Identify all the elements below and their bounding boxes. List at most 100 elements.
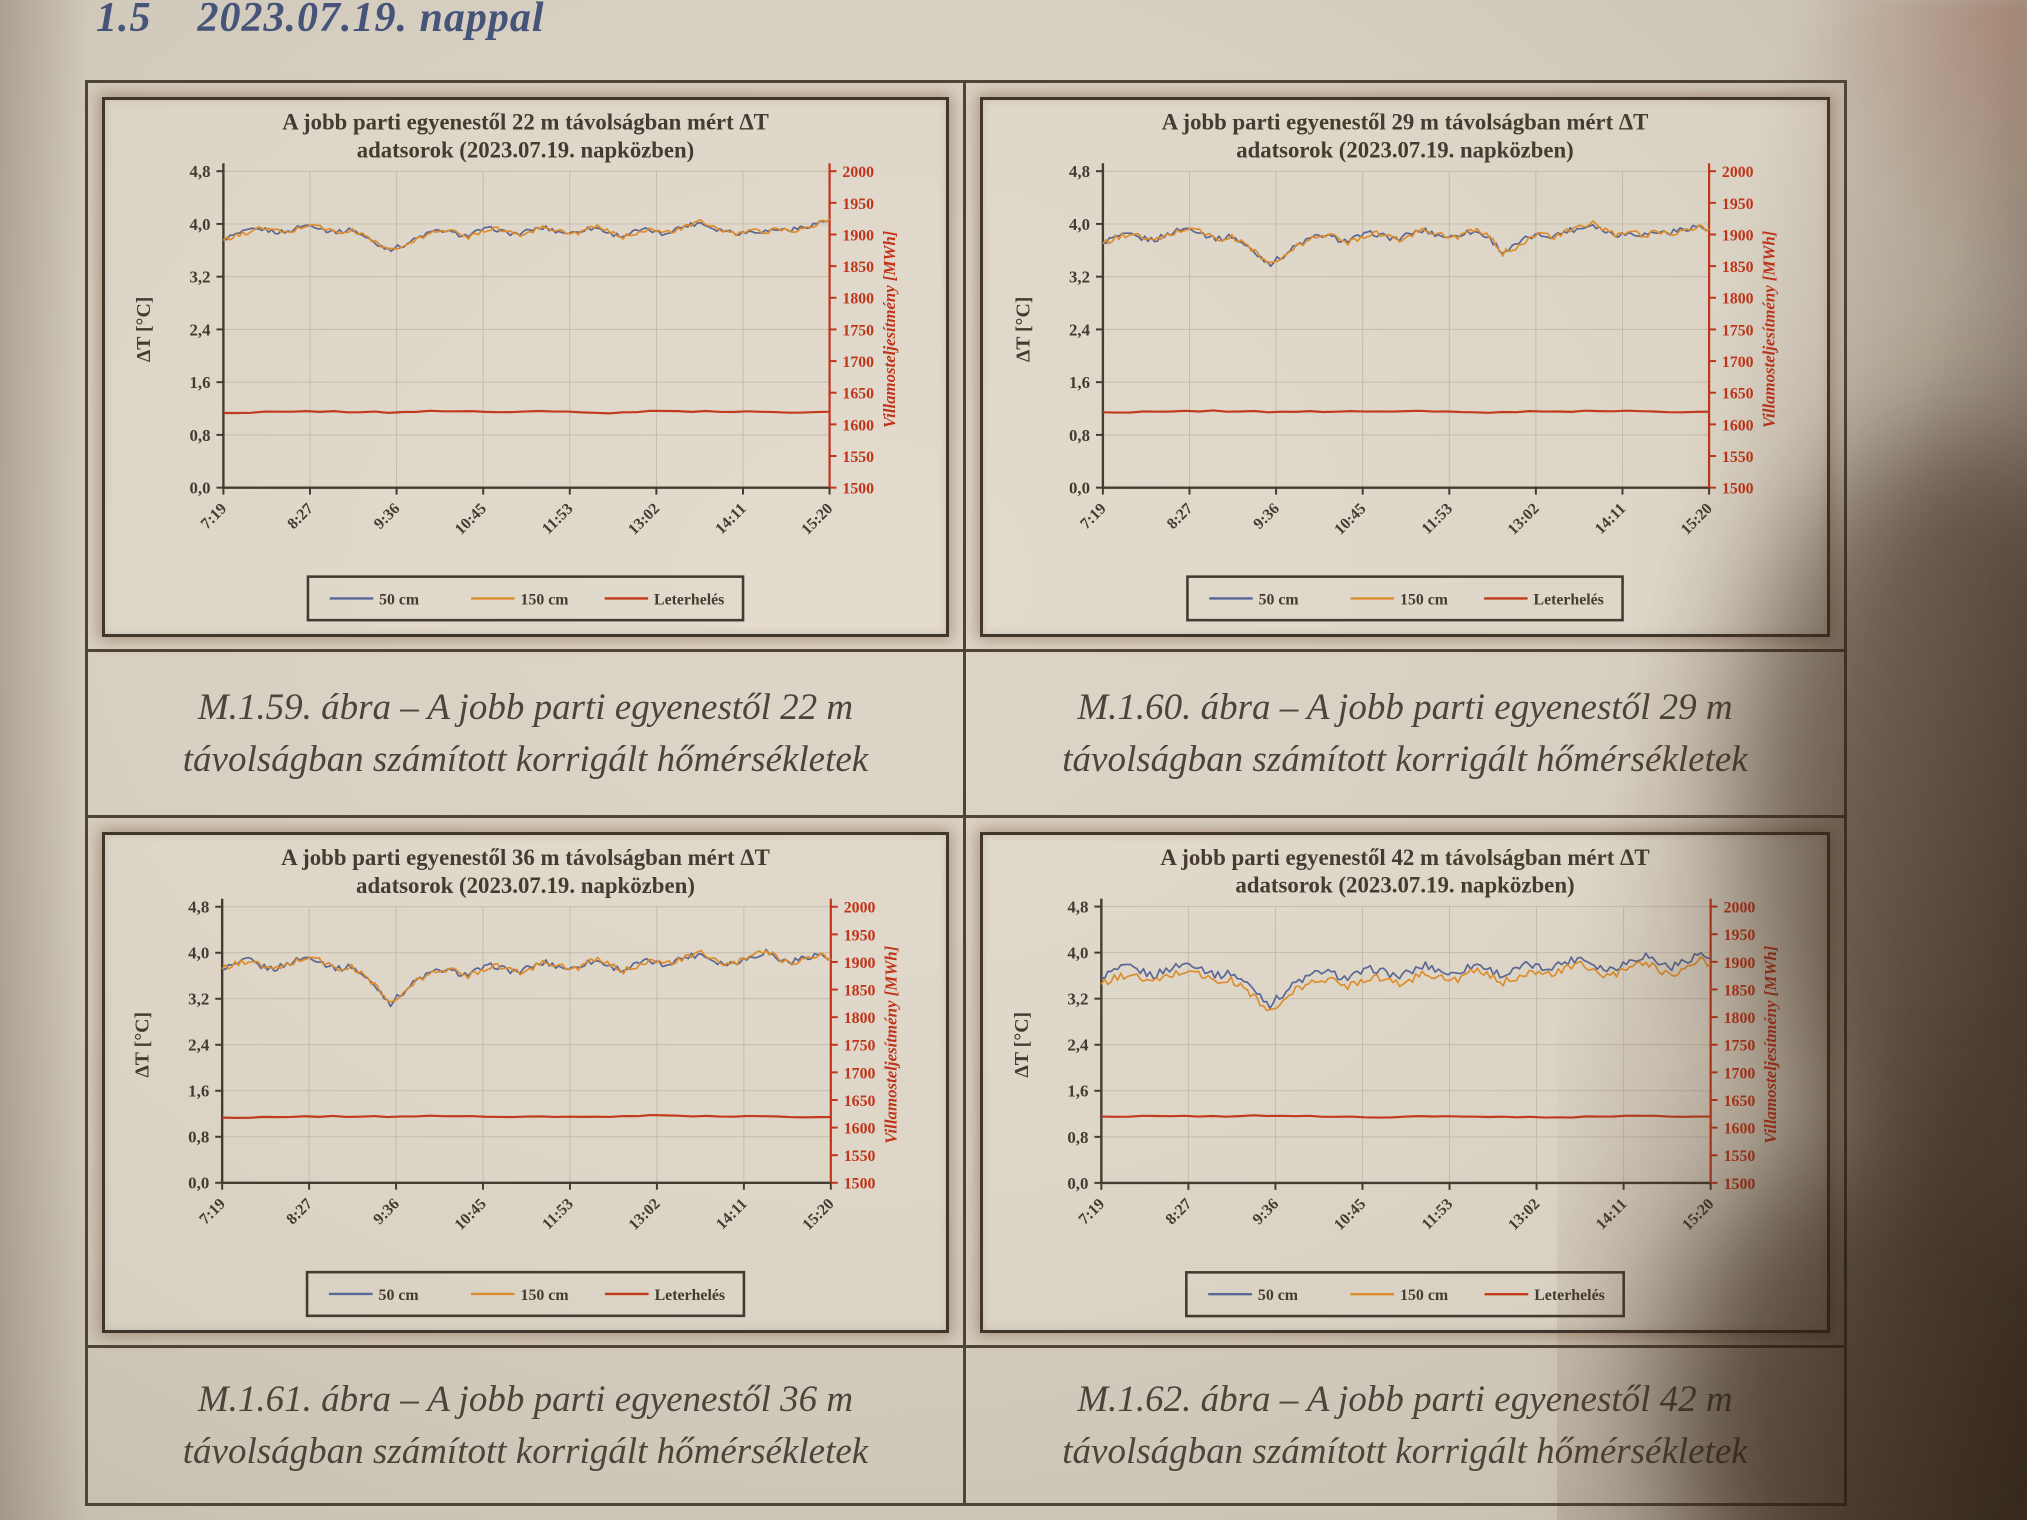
x-tick-label: 9:36 xyxy=(370,1195,403,1228)
legend-box xyxy=(305,1270,746,1318)
x-tick-label: 10:45 xyxy=(1331,1196,1369,1234)
left-tick-label: 4,0 xyxy=(190,215,211,234)
x-tick-label: 7:19 xyxy=(196,1195,229,1228)
right-tick-label: 1850 xyxy=(842,259,874,276)
right-tick-label: 2000 xyxy=(844,900,876,917)
x-tick-label: 13:02 xyxy=(626,1195,664,1233)
y-axis-left-label: ΔT [°C] xyxy=(1011,1012,1033,1078)
legend-label-3: Leterhelés xyxy=(1534,1287,1605,1304)
x-tick-label: 11:53 xyxy=(539,500,577,538)
right-tick-label: 1850 xyxy=(844,983,876,1000)
left-tick-label: 4,8 xyxy=(1069,162,1090,181)
legend-label-1: 50 cm xyxy=(1259,591,1299,608)
legend-label-2: 150 cm xyxy=(1400,591,1448,608)
chart-36m: A jobb parti egyenestől 36 m távolságban… xyxy=(132,845,900,1318)
x-tick-label: 15:20 xyxy=(799,1195,837,1233)
page-edge-shading xyxy=(0,0,90,1520)
section-number: 1.5 xyxy=(96,0,152,41)
legend-label-3: Leterhelés xyxy=(654,591,724,608)
left-tick-label: 3,2 xyxy=(1069,268,1090,287)
left-tick-label: 0,8 xyxy=(1069,426,1090,445)
left-tick-label: 2,4 xyxy=(1069,320,1091,339)
right-tick-label: 1750 xyxy=(844,1038,876,1055)
y-axis-left-label: ΔT [°C] xyxy=(133,297,155,363)
right-tick-label: 1950 xyxy=(1722,196,1754,213)
left-tick-label: 0,8 xyxy=(1067,1128,1088,1147)
chart-subtitle: adatsorok (2023.07.19. napközben) xyxy=(1236,137,1574,162)
x-tick-label: 8:27 xyxy=(283,1195,316,1228)
right-tick-label: 1800 xyxy=(1724,1010,1756,1027)
figure-caption-m160: M.1.60. ábra – A jobb parti egyenestől 2… xyxy=(1062,682,1747,786)
left-tick-label: 4,0 xyxy=(1067,944,1088,963)
left-tick-label: 4,0 xyxy=(1069,215,1090,234)
caption-line: távolságban számított korrigált hőmérsék… xyxy=(182,738,869,780)
figure-caption-m161: M.1.61. ábra – A jobb parti egyenestől 3… xyxy=(183,1374,868,1478)
left-tick-label: 0,0 xyxy=(1067,1174,1088,1193)
x-tick-label: 7:19 xyxy=(198,500,231,533)
right-tick-label: 1650 xyxy=(842,386,874,403)
left-tick-label: 0,8 xyxy=(188,1128,209,1147)
right-tick-label: 1950 xyxy=(1724,927,1756,944)
series-150cm-line xyxy=(222,218,831,251)
caption-cell-36m: M.1.61. ábra – A jobb parti egyenestől 3… xyxy=(88,1348,966,1503)
series-Leterhelés-line xyxy=(1101,1114,1711,1119)
legend-label-3: Leterhelés xyxy=(655,1287,726,1304)
chart-subtitle: adatsorok (2023.07.19. napközben) xyxy=(1235,873,1574,898)
series-150cm-line xyxy=(1102,220,1710,264)
left-tick-label: 1,6 xyxy=(1069,373,1090,392)
x-tick-label: 15:20 xyxy=(798,500,836,538)
right-tick-label: 1600 xyxy=(842,417,874,434)
caption-cell-42m: M.1.62. ábra – A jobb parti egyenestől 4… xyxy=(966,1348,1844,1503)
legend-box xyxy=(306,575,745,622)
left-tick-label: 4,8 xyxy=(1067,898,1088,917)
x-tick-label: 15:20 xyxy=(1679,1196,1717,1234)
caption-line: M.1.60. ábra – A jobb parti egyenestől 2… xyxy=(1077,686,1733,728)
right-tick-label: 1500 xyxy=(1722,481,1754,498)
section-heading: 1.5 2023.07.19. nappal xyxy=(96,0,545,42)
x-tick-label: 11:53 xyxy=(1419,1196,1457,1234)
right-tick-label: 2000 xyxy=(1722,164,1754,181)
left-tick-label: 4,8 xyxy=(188,898,209,917)
legend-label-2: 150 cm xyxy=(521,1287,569,1304)
chart-29m: A jobb parti egyenestől 29 m távolságban… xyxy=(1013,110,1778,622)
right-tick-label: 1550 xyxy=(842,449,874,466)
chart-title: A jobb parti egyenestől 29 m távolságban… xyxy=(1162,110,1649,135)
left-tick-label: 3,2 xyxy=(1067,990,1088,1009)
right-tick-label: 1600 xyxy=(844,1121,876,1138)
right-tick-label: 1900 xyxy=(1724,955,1756,972)
x-tick-label: 8:27 xyxy=(284,500,317,533)
right-tick-label: 1550 xyxy=(844,1148,876,1165)
chart-frame-36m: A jobb parti egyenestől 36 m távolságban… xyxy=(102,832,949,1333)
x-tick-label: 15:20 xyxy=(1678,500,1716,538)
chart-title: A jobb parti egyenestől 42 m távolságban… xyxy=(1160,845,1649,870)
right-tick-label: 1700 xyxy=(842,354,874,371)
y-axis-right-label: Villamosteljesítmény [MWh] xyxy=(880,230,899,428)
right-tick-label: 1900 xyxy=(842,227,874,244)
caption-cell-22m: M.1.59. ábra – A jobb parti egyenestől 2… xyxy=(88,652,966,818)
series-Leterhelés-line xyxy=(222,1113,831,1119)
y-axis-right-label: Villamosteljesítmény [MWh] xyxy=(881,945,900,1143)
x-tick-label: 13:02 xyxy=(1505,1196,1543,1234)
left-tick-label: 0,0 xyxy=(190,479,211,498)
x-tick-label: 9:36 xyxy=(1250,500,1283,533)
series-150cm-line xyxy=(1100,956,1712,1012)
x-tick-label: 14:11 xyxy=(1592,500,1630,538)
x-tick-label: 7:19 xyxy=(1077,500,1110,533)
x-tick-label: 13:02 xyxy=(1505,500,1543,538)
right-tick-label: 1850 xyxy=(1722,259,1754,276)
right-tick-label: 1800 xyxy=(1722,291,1754,308)
right-tick-label: 1600 xyxy=(1722,417,1754,434)
legend-label-1: 50 cm xyxy=(1258,1287,1298,1304)
legend-label-1: 50 cm xyxy=(379,591,419,608)
y-axis-right-label: Villamosteljesítmény [MWh] xyxy=(1761,945,1780,1144)
x-tick-label: 14:11 xyxy=(1593,1196,1631,1234)
left-tick-label: 2,4 xyxy=(190,320,212,339)
right-tick-label: 1550 xyxy=(1722,449,1754,466)
series-Leterhelés-line xyxy=(223,409,830,415)
right-tick-label: 1700 xyxy=(1724,1065,1756,1082)
legend-label-3: Leterhelés xyxy=(1534,591,1604,608)
chart-subtitle: adatsorok (2023.07.19. napközben) xyxy=(356,873,695,898)
chart-cell-36m: A jobb parti egyenestől 36 m távolságban… xyxy=(88,818,966,1348)
chart-cell-22m: A jobb parti egyenestől 22 m távolságban… xyxy=(88,83,966,652)
